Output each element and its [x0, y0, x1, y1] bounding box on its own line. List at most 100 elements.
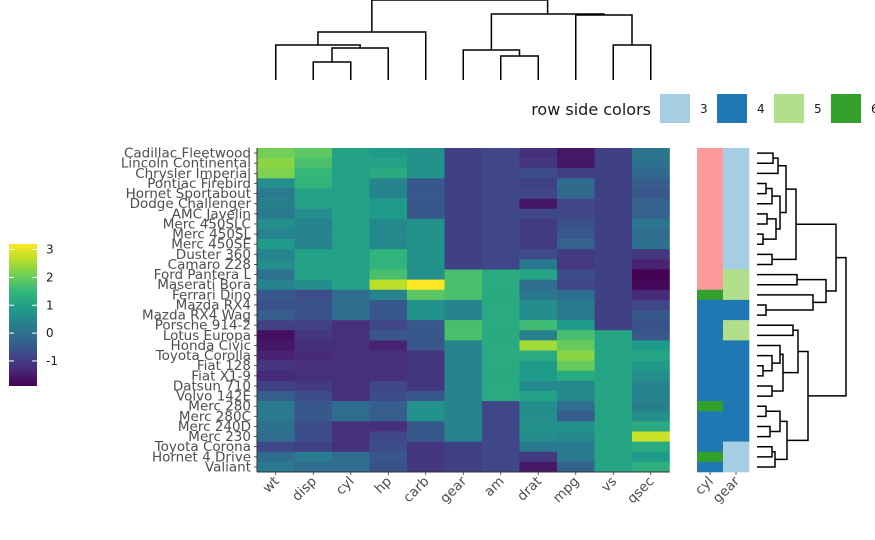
heatmap-cell-toyota-corolla-am: [482, 350, 520, 361]
side-cell-gear-merc-280: [723, 401, 750, 412]
heatmap-cell-merc-450sl-am: [482, 229, 520, 240]
row-side-colors-legend: row side colors 3 4 5 6: [531, 94, 875, 123]
heatmap-cell-valiant-carb: [407, 461, 445, 473]
heatmap-cell-mazda-rx4-wag-wt: [257, 310, 295, 321]
heatmap-cell-dodge-challenger-wt: [257, 198, 295, 210]
heatmap-cell-toyota-corolla-qsec: [632, 350, 670, 361]
heatmap-cell-datsun-710-hp: [369, 380, 408, 392]
heatmap-cell-merc-240d-hp: [369, 421, 408, 432]
heatmap-cell-fiat-x1-9-hp: [369, 370, 408, 382]
legend-swatch-6: [831, 94, 861, 123]
colorbar-label: 3: [46, 243, 54, 257]
row-label-merc-280c: Merc 280C: [179, 409, 251, 425]
heatmap-cell-hornet-sportabout-mpg: [557, 188, 595, 199]
heatmap-cell-chrysler-imperial-hp: [369, 168, 408, 179]
heatmap-cell-porsche-914-2-wt: [257, 320, 295, 331]
heatmap-cell-merc-450slc-qsec: [632, 218, 670, 230]
heatmap-cell-lotus-europa-gear: [444, 330, 483, 341]
heatmap-cell-toyota-corolla-wt: [257, 350, 295, 361]
heatmap-cell-datsun-710-carb: [407, 380, 445, 392]
side-color-cells: [697, 148, 750, 473]
row-label-camaro-z28: Camaro Z28: [168, 257, 251, 273]
heatmap-cell-merc-280-cyl: [332, 401, 370, 412]
heatmap-cell-mazda-rx4-wag-cyl: [332, 310, 370, 321]
row-label-maserati-bora: Maserati Bora: [157, 277, 251, 293]
heatmap-cell-merc-280c-mpg: [557, 411, 595, 422]
heatmap-cell-toyota-corolla-gear: [444, 350, 483, 361]
heatmap-cell-mazda-rx4-wag-drat: [519, 310, 558, 321]
dendrogram-link: [757, 233, 764, 245]
row-label-cadillac-fleetwood: Cadillac Fleetwood: [124, 146, 251, 162]
heatmap-cell-merc-240d-cyl: [332, 421, 370, 432]
heatmap-cell-duster-360-cyl: [332, 249, 370, 260]
heatmap-cell-camaro-z28-wt: [257, 259, 295, 270]
heatmap-cell-valiant-wt: [257, 461, 295, 473]
heatmap-cell-volvo-142e-drat: [519, 391, 558, 402]
heatmap-cell-mazda-rx4-wag-carb: [407, 310, 445, 321]
heatmap-cell-lotus-europa-disp: [294, 330, 333, 341]
side-cell-gear-valiant: [723, 461, 750, 473]
heatmap-cell-lincoln-continental-drat: [519, 158, 558, 169]
heatmap-cell-cadillac-fleetwood-mpg: [557, 148, 595, 159]
heatmap-cell-datsun-710-gear: [444, 380, 483, 392]
heatmap-cell-hornet-sportabout-wt: [257, 188, 295, 199]
heatmap-cell-volvo-142e-disp: [294, 391, 333, 402]
heatmap-cell-camaro-z28-drat: [519, 259, 558, 270]
column-label-gear: gear: [437, 473, 470, 506]
heatmap-cell-dodge-challenger-cyl: [332, 198, 370, 210]
heatmap-cell-merc-240d-gear: [444, 421, 483, 432]
side-cell-cyl-merc-450slc: [697, 218, 724, 230]
heatmap-cell-mazda-rx4-wt: [257, 299, 295, 311]
heatmap-cell-duster-360-carb: [407, 249, 445, 260]
column-label-hp: hp: [372, 474, 395, 497]
heatmap-cell-mazda-rx4-cyl: [332, 299, 370, 311]
heatmap-cell-merc-450sl-carb: [407, 229, 445, 240]
dendrogram-link: [778, 164, 787, 214]
heatmap-cell-dodge-challenger-qsec: [632, 198, 670, 210]
dendrogram-link: [757, 324, 794, 337]
row-label-merc-450slc: Merc 450SLC: [163, 216, 251, 232]
heatmap-cell-maserati-bora-vs: [594, 279, 633, 291]
row-label-merc-240d: Merc 240D: [178, 419, 251, 435]
heatmap-cell-pontiac-firebird-vs: [594, 178, 633, 189]
side-cell-cyl-dodge-challenger: [697, 198, 724, 210]
heatmap-cell-toyota-corona-mpg: [557, 441, 595, 453]
dendrogram-link: [808, 256, 847, 397]
heatmap-cell-cadillac-fleetwood-gear: [444, 148, 483, 159]
heatmap-cell-hornet-4-drive-carb: [407, 451, 445, 463]
heatmap-cell-volvo-142e-wt: [257, 391, 295, 402]
heatmap-cell-maserati-bora-drat: [519, 279, 558, 291]
heatmap-cell-ford-pantera-l-qsec: [632, 269, 670, 280]
heatmap-cell-pontiac-firebird-cyl: [332, 178, 370, 189]
row-label-valiant: Valiant: [205, 459, 251, 475]
heatmap-cell-datsun-710-am: [482, 380, 520, 392]
heatmap-cell-cadillac-fleetwood-wt: [257, 148, 295, 159]
heatmap-cell-chrysler-imperial-gear: [444, 168, 483, 179]
heatmap-cell-merc-450se-carb: [407, 239, 445, 250]
heatmap-cell-hornet-sportabout-gear: [444, 188, 483, 199]
heatmap-cell-fiat-128-drat: [519, 360, 558, 372]
side-cell-cyl-cadillac-fleetwood: [697, 148, 724, 159]
dendrogram-link: [757, 304, 767, 316]
column-label-drat: drat: [514, 474, 545, 505]
heatmap-cell-dodge-challenger-mpg: [557, 198, 595, 210]
heatmap-cell-datsun-710-vs: [594, 380, 633, 392]
side-cell-gear-datsun-710: [723, 380, 750, 392]
column-label-qsec: qsec: [624, 474, 657, 507]
heatmap-cell-merc-280c-disp: [294, 411, 333, 422]
heatmap-cell-merc-450sl-gear: [444, 229, 483, 240]
heatmap-cell-dodge-challenger-vs: [594, 198, 633, 210]
side-cell-cyl-ford-pantera-l: [697, 269, 724, 280]
heatmap-cell-toyota-corona-gear: [444, 441, 483, 453]
heatmap-cell-merc-240d-vs: [594, 421, 633, 432]
heatmap-cell-datsun-710-qsec: [632, 380, 670, 392]
heatmap-cell-merc-450sl-hp: [369, 229, 408, 240]
dendrogram-link: [462, 49, 521, 80]
heatmap-cell-toyota-corolla-drat: [519, 350, 558, 361]
side-cell-gear-volvo-142e: [723, 391, 750, 402]
heatmap-cell-cadillac-fleetwood-am: [482, 148, 520, 159]
row-label-mazda-rx4: Mazda RX4: [176, 297, 251, 313]
heatmap-cell-merc-280c-qsec: [632, 411, 670, 422]
side-cell-cyl-volvo-142e: [697, 391, 724, 402]
